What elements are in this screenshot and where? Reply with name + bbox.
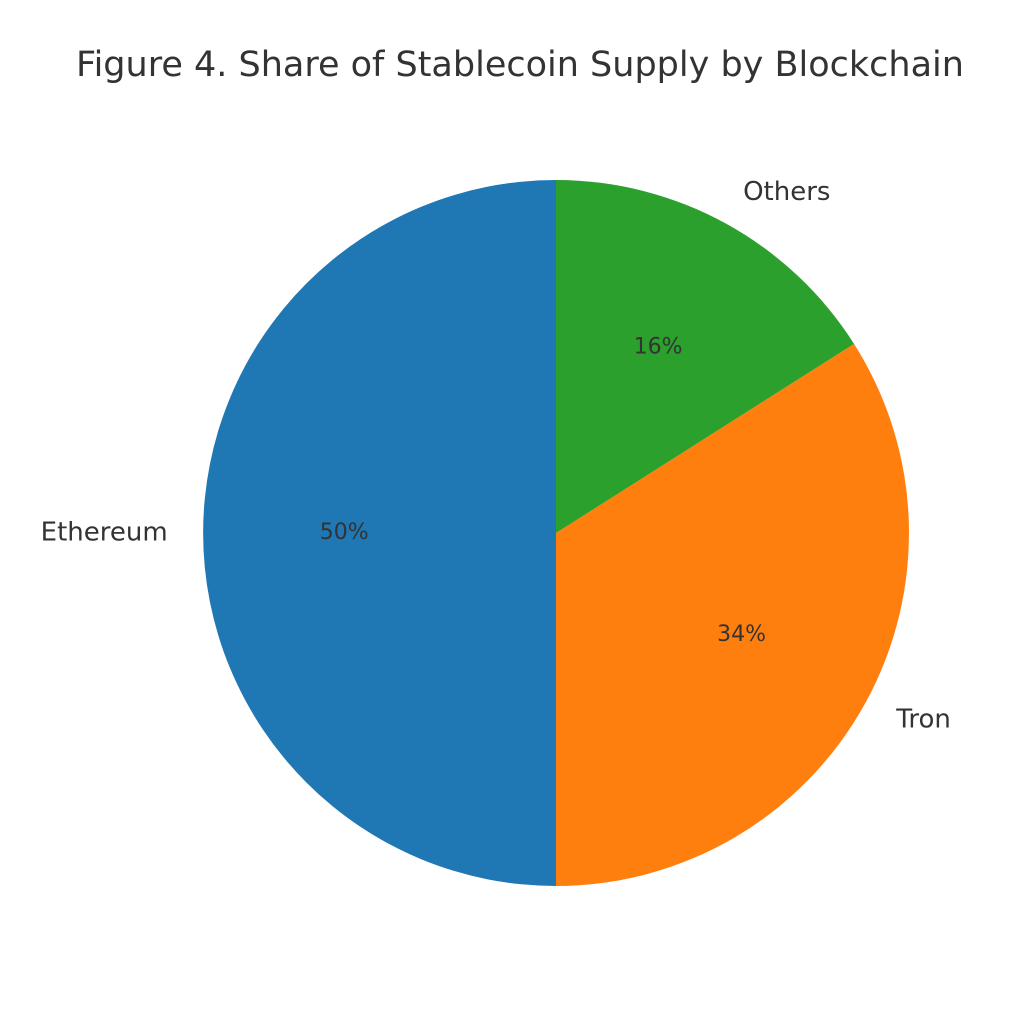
- pie-slice: [203, 180, 556, 886]
- chart-title: Figure 4. Share of Stablecoin Supply by …: [76, 45, 964, 85]
- slice-label: Ethereum: [41, 518, 168, 548]
- slice-label: Others: [743, 177, 830, 207]
- percent-label: 34%: [717, 622, 766, 647]
- percent-label: 16%: [634, 334, 683, 359]
- pie-slice: [556, 180, 855, 533]
- percent-label: 50%: [320, 520, 369, 545]
- pie-slice: [556, 343, 909, 886]
- slice-label: Tron: [895, 705, 951, 735]
